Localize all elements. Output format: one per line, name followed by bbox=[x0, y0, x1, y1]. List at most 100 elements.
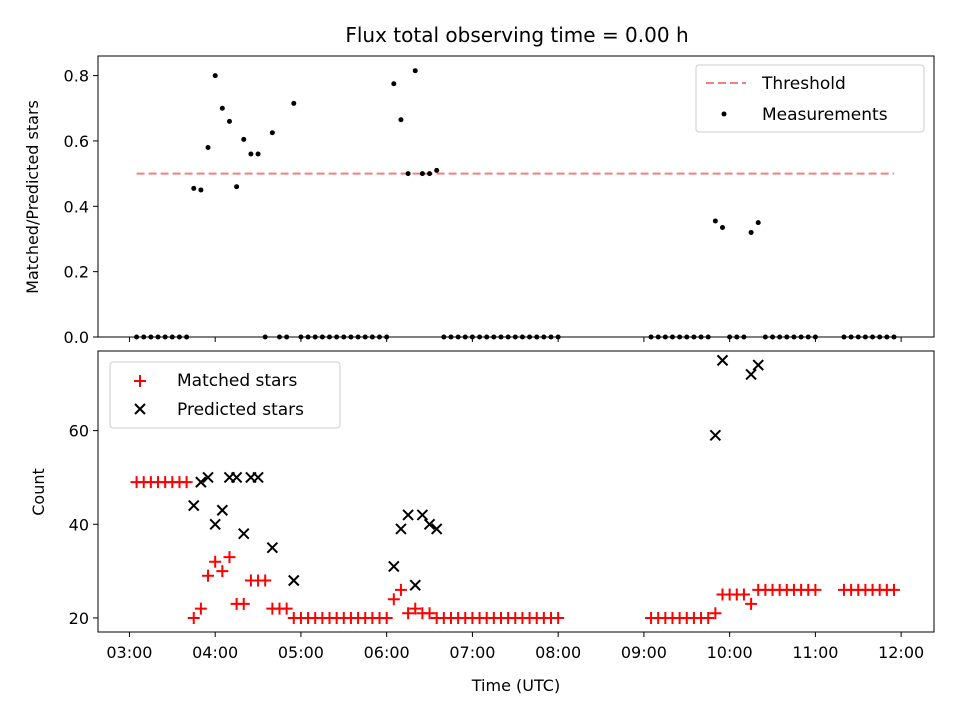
bottom-legend: Matched stars Predicted stars bbox=[109, 361, 341, 429]
bottom-panel: 20 40 60 03:00 04:00 05:00 06:00 07:00 08:00 09:0… bbox=[29, 350, 935, 695]
legend-predicted-swatch bbox=[134, 403, 146, 415]
predicted-star-point bbox=[238, 527, 250, 540]
predicted-star-point bbox=[188, 499, 200, 512]
predicted-star-point bbox=[395, 523, 407, 535]
measurement-point bbox=[241, 136, 247, 142]
measurement-point bbox=[248, 151, 254, 157]
matched-star-point bbox=[402, 607, 415, 620]
predicted-star-point bbox=[716, 354, 729, 367]
top-y-tick-label: 0.6 bbox=[64, 132, 89, 151]
predicted-star-point bbox=[402, 509, 414, 521]
predicted-star-point bbox=[202, 471, 214, 484]
top-legend-box bbox=[695, 64, 925, 133]
x-tick-label: 10:00 bbox=[707, 643, 753, 662]
measurement-point bbox=[434, 167, 440, 173]
matched-star-point bbox=[423, 607, 436, 620]
measurement-point bbox=[755, 220, 761, 226]
bottom-y-tick-label: 40 bbox=[69, 515, 89, 534]
top-y-tick-label: 0.0 bbox=[64, 328, 89, 347]
matched-star-point bbox=[887, 583, 900, 596]
matched-star-point bbox=[702, 611, 715, 624]
matched-star-point bbox=[745, 597, 758, 610]
predicted-star-point bbox=[409, 579, 421, 591]
x-tick-label: 11:00 bbox=[792, 643, 838, 662]
top-y-tick-label: 0.8 bbox=[64, 67, 89, 86]
bottom-legend-box bbox=[109, 361, 341, 429]
bottom-x-axis-label: Time (UTC) bbox=[471, 676, 560, 695]
bottom-plot-area: 20 40 60 03:00 04:00 05:00 06:00 07:00 08:00 09:0… bbox=[69, 354, 924, 662]
predicted-star-point bbox=[195, 476, 207, 488]
predicted-star-point bbox=[430, 523, 443, 535]
measurement-point bbox=[291, 100, 297, 106]
legend-predicted-label: Predicted stars bbox=[177, 400, 304, 420]
measurement-point bbox=[391, 81, 397, 87]
matched-star-point bbox=[809, 583, 822, 596]
x-tick-label: 07:00 bbox=[449, 643, 495, 662]
predicted-star-point bbox=[266, 541, 279, 554]
predicted-star-point bbox=[216, 504, 229, 516]
measurement-point bbox=[412, 68, 418, 74]
bottom-y-tick-label: 20 bbox=[69, 609, 89, 628]
matched-star-point bbox=[280, 602, 293, 615]
measurement-point bbox=[198, 187, 204, 193]
predicted-star-point bbox=[230, 471, 243, 484]
matched-star-point bbox=[552, 611, 565, 624]
measurement-point bbox=[427, 171, 433, 177]
top-legend: Threshold Measurements bbox=[695, 64, 925, 133]
measurement-point bbox=[219, 105, 225, 111]
x-tick-label: 08:00 bbox=[535, 643, 581, 662]
matched-star-point bbox=[409, 602, 422, 615]
legend-matched-swatch bbox=[134, 375, 146, 387]
legend-measurements-label: Measurements bbox=[762, 105, 888, 125]
x-tick-label: 04:00 bbox=[192, 643, 238, 662]
x-tick-label: 05:00 bbox=[278, 643, 324, 662]
matched-star-point bbox=[202, 569, 215, 582]
matched-star-point bbox=[259, 574, 272, 587]
measurement-point bbox=[234, 184, 240, 190]
predicted-star-point bbox=[709, 429, 722, 442]
predicted-star-point bbox=[388, 560, 400, 573]
measurement-point bbox=[191, 185, 197, 191]
predicted-star-point bbox=[745, 368, 757, 381]
top-y-axis-label: Matched/Predicted stars bbox=[23, 100, 42, 294]
bottom-axes-frame bbox=[97, 350, 935, 633]
matched-star-point bbox=[237, 597, 250, 610]
legend-measurements-swatch bbox=[721, 111, 727, 117]
measurement-point bbox=[398, 117, 404, 123]
predicted-star-point bbox=[752, 359, 764, 371]
measurement-point bbox=[226, 118, 232, 124]
measurement-point bbox=[712, 218, 718, 224]
matched-star-point bbox=[187, 611, 200, 624]
legend-threshold-label: Threshold bbox=[761, 74, 846, 94]
predicted-star-point bbox=[209, 518, 221, 530]
matched-star-point bbox=[737, 588, 750, 601]
matched-star-point bbox=[380, 611, 393, 624]
bottom-y-axis-label: Count bbox=[29, 468, 48, 516]
predicted-star-point bbox=[416, 509, 429, 521]
predicted-star-point bbox=[423, 518, 436, 530]
measurement-point bbox=[255, 151, 261, 157]
matched-star-point bbox=[180, 476, 193, 489]
matched-star-point bbox=[709, 607, 722, 620]
bottom-y-tick-label: 60 bbox=[69, 422, 89, 441]
measurement-point bbox=[205, 144, 211, 150]
measurement-point bbox=[748, 229, 754, 235]
x-tick-label: 03:00 bbox=[106, 643, 152, 662]
matched-star-point bbox=[216, 565, 229, 578]
predicted-star-point bbox=[288, 574, 300, 587]
chart-title: Flux total observing time = 0.00 h bbox=[345, 23, 688, 47]
matched-star-point bbox=[223, 551, 236, 564]
matched-star-point bbox=[394, 583, 407, 596]
measurement-point bbox=[269, 130, 275, 136]
measurement-point bbox=[719, 225, 725, 231]
measurement-point bbox=[405, 171, 411, 177]
matched-star-point bbox=[194, 602, 207, 615]
top-panel: Flux total observing time = 0.00 h 0.0 0.… bbox=[23, 23, 935, 347]
predicted-star-point bbox=[252, 471, 264, 484]
top-axes-frame bbox=[97, 55, 935, 338]
x-tick-label: 09:00 bbox=[621, 643, 667, 662]
x-tick-label: 06:00 bbox=[364, 643, 410, 662]
measurement-point bbox=[419, 171, 425, 177]
top-y-tick-label: 0.2 bbox=[64, 263, 89, 282]
